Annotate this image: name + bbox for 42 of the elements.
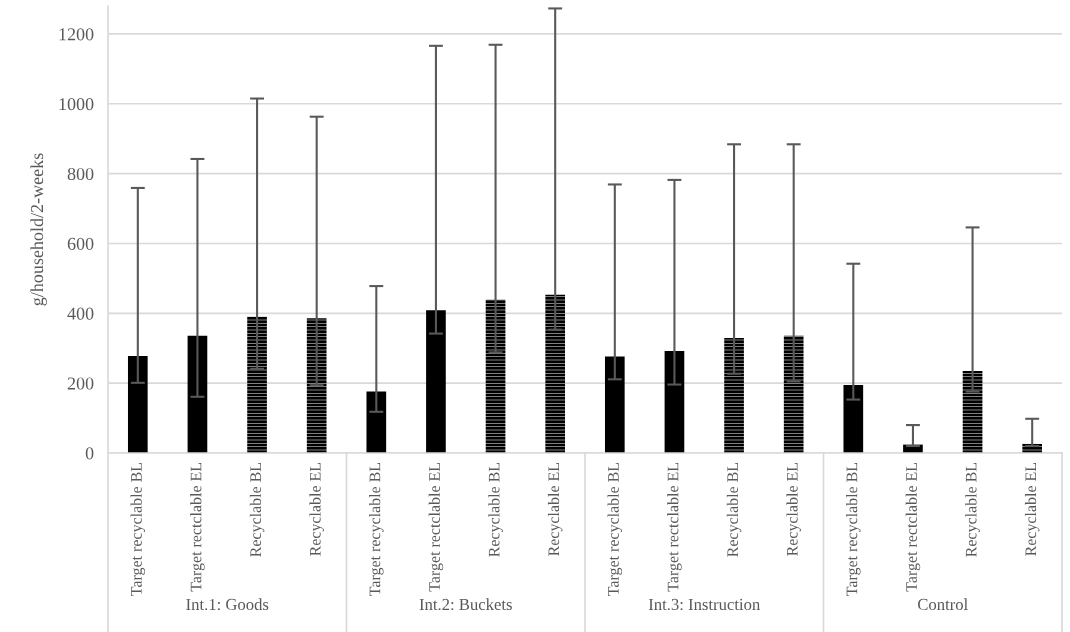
bar (306, 318, 327, 453)
x-tick-label: Recyclable BL (965, 462, 980, 557)
text: Int.3: Instruction (648, 598, 761, 611)
x-tick-label: Recyclable BL (249, 462, 265, 557)
x-tick-label: Target recyclable BL (130, 462, 146, 596)
bar (426, 310, 446, 453)
x-tick-label: Recyclable BL (726, 462, 742, 557)
bar (664, 351, 685, 453)
bar (843, 384, 864, 453)
bar (247, 316, 267, 453)
y-tick-label: 800 (67, 167, 94, 181)
x-tick-label: Target rectclable EL (190, 462, 205, 592)
bar (485, 299, 506, 453)
x-tick-label: Recyclable EL (547, 462, 563, 556)
y-tick-label: 400 (67, 307, 94, 320)
bar (724, 338, 744, 453)
bar (783, 335, 804, 453)
x-tick-label: Recyclable EL (1024, 462, 1040, 556)
bar (962, 370, 983, 453)
x-tick-label: Recyclable EL (309, 462, 324, 556)
x-tick-label: Target rectclable EL (905, 462, 921, 592)
y-axis-title: g/household/2-weeks (30, 153, 47, 306)
x-tick-label: Target recyclable BL (607, 462, 623, 596)
bar (604, 356, 625, 453)
x-tick-label: Target recyclable BL (369, 462, 384, 596)
y-tick-label: 200 (67, 377, 94, 390)
text: Int.1: Goods (186, 598, 269, 611)
y-tick-label: 0 (85, 447, 94, 460)
x-tick-label: Target rectclable EL (428, 462, 444, 592)
y-tick-label: 1000 (59, 98, 94, 111)
x-tick-label: Target recyclable BL (846, 462, 861, 596)
bar (545, 294, 566, 453)
bar (127, 355, 148, 453)
bar (366, 391, 387, 453)
text: Int.2: Buckets (419, 598, 512, 611)
text: Control (917, 598, 968, 611)
bar (187, 335, 208, 453)
x-tick-label: Target rectclable EL (667, 462, 682, 592)
x-tick-label: Recyclable EL (786, 462, 801, 556)
y-tick-label: 1200 (59, 28, 94, 41)
x-tick-label: Recyclable BL (488, 462, 503, 557)
y-tick-label: 600 (67, 237, 94, 250)
